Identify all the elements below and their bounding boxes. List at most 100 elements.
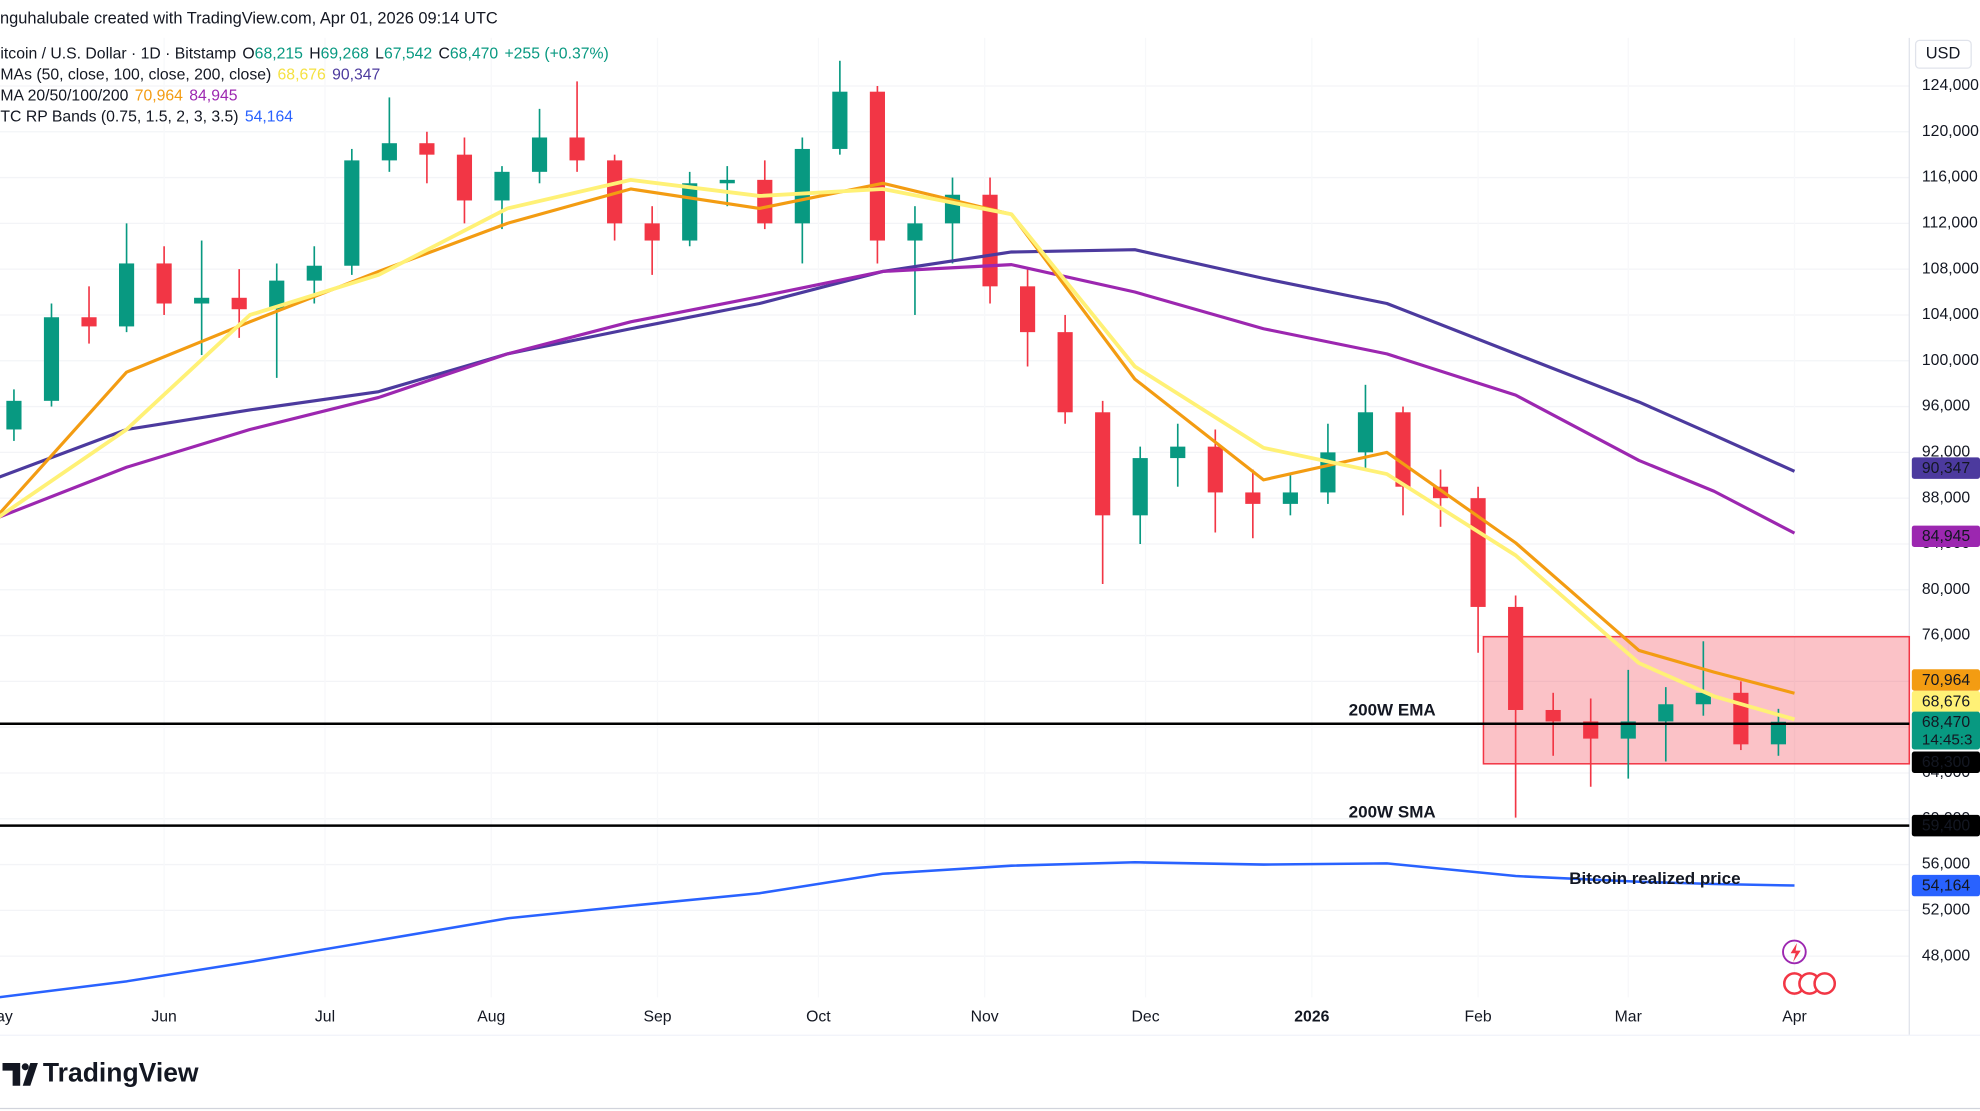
last-price-label: 68,470 [1922, 714, 1970, 731]
candle-body [231, 297, 247, 310]
legend-value: 67,542 [384, 45, 432, 62]
flag-icon[interactable] [1813, 972, 1837, 995]
candle-body [719, 179, 735, 184]
price-badge-label: 90,347 [1922, 460, 1970, 477]
candle-body [832, 91, 848, 149]
legend-row: EMA 20/50/100/200 70,964 84,945 [0, 88, 238, 105]
price-badge-label: 70,964 [1922, 672, 1970, 689]
candle-body [1095, 412, 1111, 516]
watermark-logo [2, 1063, 38, 1086]
x-tick-label: 2026 [1294, 1009, 1329, 1026]
candle-body [1695, 692, 1711, 705]
y-tick-label: 96,000 [1922, 398, 1970, 415]
legend-title: EMA 20/50/100/200 [0, 88, 129, 105]
logo-slash [22, 1063, 38, 1086]
watermark: TradingView [43, 1057, 199, 1087]
candle-body [1207, 446, 1223, 493]
candle-body [156, 263, 172, 304]
candle-body [1583, 721, 1599, 739]
ma-line [0, 263, 1796, 535]
y-tick-label: 124,000 [1922, 77, 1979, 94]
candle-body [1245, 492, 1261, 504]
hline-label: 200W SMA [1349, 803, 1436, 822]
x-tick-label: Nov [971, 1009, 999, 1026]
price-badge [1911, 814, 1980, 837]
y-tick-label: 56,000 [1922, 856, 1970, 873]
y-tick-label: 108,000 [1922, 260, 1979, 277]
x-tick-label: Oct [806, 1009, 831, 1026]
candle-body [644, 223, 660, 241]
candle-body [118, 263, 135, 327]
price-badge [1911, 457, 1980, 479]
currency-box[interactable] [1914, 39, 1972, 69]
price-badge-label: 59,400 [1922, 817, 1970, 834]
annotation: Bitcoin realized price [1569, 869, 1740, 888]
legend-value: 84,945 [189, 88, 237, 105]
legend-title: SMAs (50, close, 100, close, 200, close) [0, 67, 271, 84]
legend-key: L [375, 45, 384, 62]
price-badge-label: 84,945 [1922, 528, 1970, 545]
candle-body [494, 171, 510, 201]
logo-dot [21, 1063, 29, 1071]
candle-body [1432, 486, 1449, 499]
candle-body [1057, 332, 1073, 413]
legend-value: +255 (+0.37%) [504, 45, 608, 62]
y-tick-label: 52,000 [1922, 902, 1970, 919]
ma-line [0, 861, 1795, 999]
legend-key: O [242, 45, 254, 62]
candle-body [1395, 412, 1411, 487]
candle-body [869, 91, 885, 241]
x-tick-label: Jun [151, 1009, 176, 1026]
price-badge [1911, 669, 1980, 691]
candle-body [1620, 721, 1636, 739]
logo-mark [2, 1063, 21, 1086]
legend-title: BTC RP Bands (0.75, 1.5, 2, 3, 3.5) [0, 109, 239, 126]
countdown: 14:45:3 [1922, 732, 1973, 749]
candle-body [1658, 704, 1674, 722]
legend-row: Bitcoin / U.S. Dollar · 1D · Bitstamp O68… [0, 45, 609, 62]
y-tick-label: 112,000 [1922, 215, 1978, 232]
legend-value: 68,676 [278, 67, 326, 84]
ma-line [0, 248, 1796, 479]
y-tick-label: 120,000 [1922, 123, 1979, 140]
legend-title: Bitcoin / U.S. Dollar · 1D · Bitstamp [0, 45, 236, 62]
header: nguhalubale created with TradingView.com… [0, 9, 498, 27]
candle-body [982, 194, 998, 287]
candle-body [1357, 412, 1374, 453]
x-tick-label: Mar [1615, 1009, 1642, 1026]
legend-value: 69,268 [321, 45, 369, 62]
candle-body [194, 297, 210, 304]
x-tick-label: Dec [1132, 1009, 1160, 1026]
y-tick-label: 92,000 [1922, 444, 1970, 461]
candle-body [419, 143, 435, 155]
price-badge [1911, 525, 1980, 548]
price-badge-label: 54,164 [1922, 877, 1970, 894]
candle-body [456, 154, 473, 201]
ma-line [0, 178, 1796, 722]
y-tick-label: 80,000 [1922, 581, 1970, 598]
price-badge [1911, 874, 1980, 897]
candle-body [1132, 458, 1148, 516]
price-badge-label: 68,300 [1922, 754, 1970, 771]
candle-body [757, 179, 773, 224]
legend-value: 54,164 [245, 109, 293, 126]
candle-body [1320, 452, 1336, 493]
grid [0, 37, 1910, 998]
candle-body [6, 400, 22, 430]
candle-body [1508, 606, 1524, 710]
candle-body [344, 160, 360, 266]
event-icon[interactable] [1782, 939, 1807, 965]
price-badge-label: 68,676 [1922, 694, 1970, 711]
candle-body [531, 137, 548, 172]
candle-body [682, 183, 698, 241]
last-price-badge [1911, 711, 1980, 750]
candle-body [1770, 721, 1787, 745]
candle-body [43, 317, 60, 401]
candle-body [794, 148, 810, 224]
x-tick-label: May [0, 1009, 13, 1026]
candle-body [381, 143, 397, 161]
event-icons[interactable] [1782, 939, 1837, 995]
candle-body [1545, 709, 1561, 722]
